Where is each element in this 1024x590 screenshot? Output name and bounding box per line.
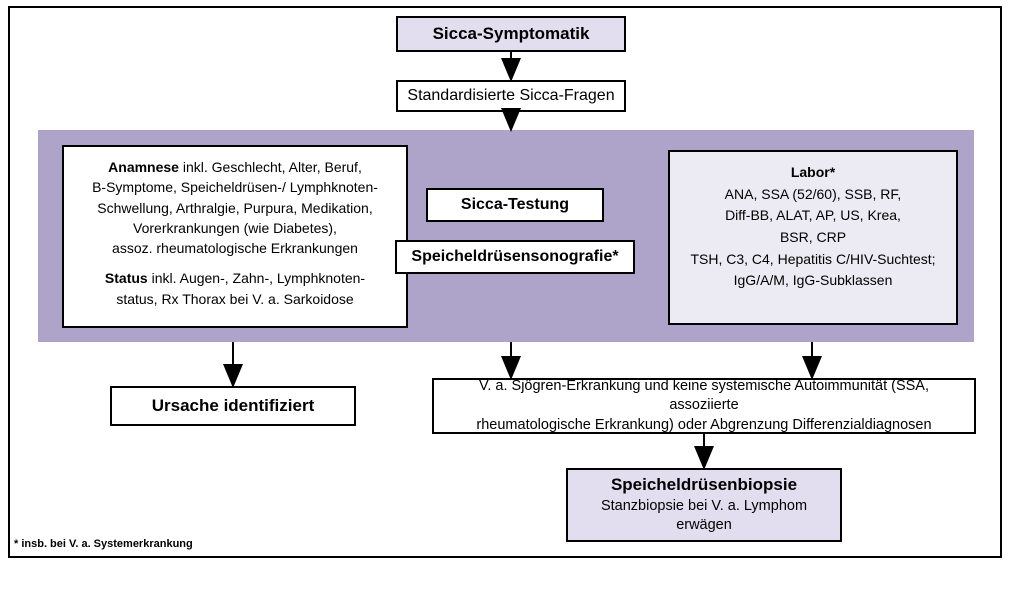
labor-l4: TSH, C3, C4, Hepatitis C/HIV-Suchtest;: [682, 249, 944, 271]
node-ursache: Ursache identifiziert: [110, 386, 356, 426]
biopsie-title: Speicheldrüsenbiopsie: [611, 474, 797, 497]
anamnese-bold1: Anamnese: [108, 159, 179, 175]
anamnese-p1-rest: inkl. Geschlecht, Alter, Beruf,: [179, 159, 362, 175]
status-bold: Status: [105, 270, 148, 286]
node-sono: Speicheldrüsensonografie*: [395, 240, 635, 274]
status-l2: status, Rx Thorax bei V. a. Sarkoidose: [78, 289, 392, 309]
labor-l5: IgG/A/M, IgG-Subklassen: [682, 270, 944, 292]
anamnese-l2: B-Symptome, Speicheldrüsen-/ Lymphknoten…: [78, 177, 392, 197]
labor-l3: BSR, CRP: [682, 227, 944, 249]
biopsie-sub1: Stanzbiopsie bei V. a. Lymphom: [601, 497, 807, 517]
anamnese-l3: Schwellung, Arthralgie, Purpura, Medikat…: [78, 198, 392, 218]
node-anamnese: Anamnese inkl. Geschlecht, Alter, Beruf,…: [62, 145, 408, 328]
sjoegren-l1: V. a. Sjögren-Erkrankung und keine syste…: [450, 377, 958, 416]
labor-title: Labor*: [791, 164, 835, 180]
node-biopsie: Speicheldrüsenbiopsie Stanzbiopsie bei V…: [566, 468, 842, 542]
node-labor: Labor* ANA, SSA (52/60), SSB, RF, Diff-B…: [668, 150, 958, 325]
node-sicca-symptomatik: Sicca-Symptomatik: [396, 16, 626, 52]
sjoegren-l2: rheumatologische Erkrankung) oder Abgren…: [476, 416, 931, 436]
anamnese-l4: Vorerkrankungen (wie Diabetes),: [78, 218, 392, 238]
biopsie-sub2: erwägen: [676, 516, 732, 536]
node-sicca-testung: Sicca-Testung: [426, 188, 604, 222]
footnote: * insb. bei V. a. Systemerkrankung: [14, 538, 193, 550]
node-standard-fragen: Standardisierte Sicca-Fragen: [396, 80, 626, 112]
node-sjoegren: V. a. Sjögren-Erkrankung und keine syste…: [432, 378, 976, 434]
labor-l1: ANA, SSA (52/60), SSB, RF,: [682, 184, 944, 206]
status-rest: inkl. Augen-, Zahn-, Lymphknoten-: [148, 270, 365, 286]
labor-l2: Diff-BB, ALAT, AP, US, Krea,: [682, 205, 944, 227]
anamnese-l5: assoz. rheumatologische Erkrankungen: [78, 238, 392, 258]
